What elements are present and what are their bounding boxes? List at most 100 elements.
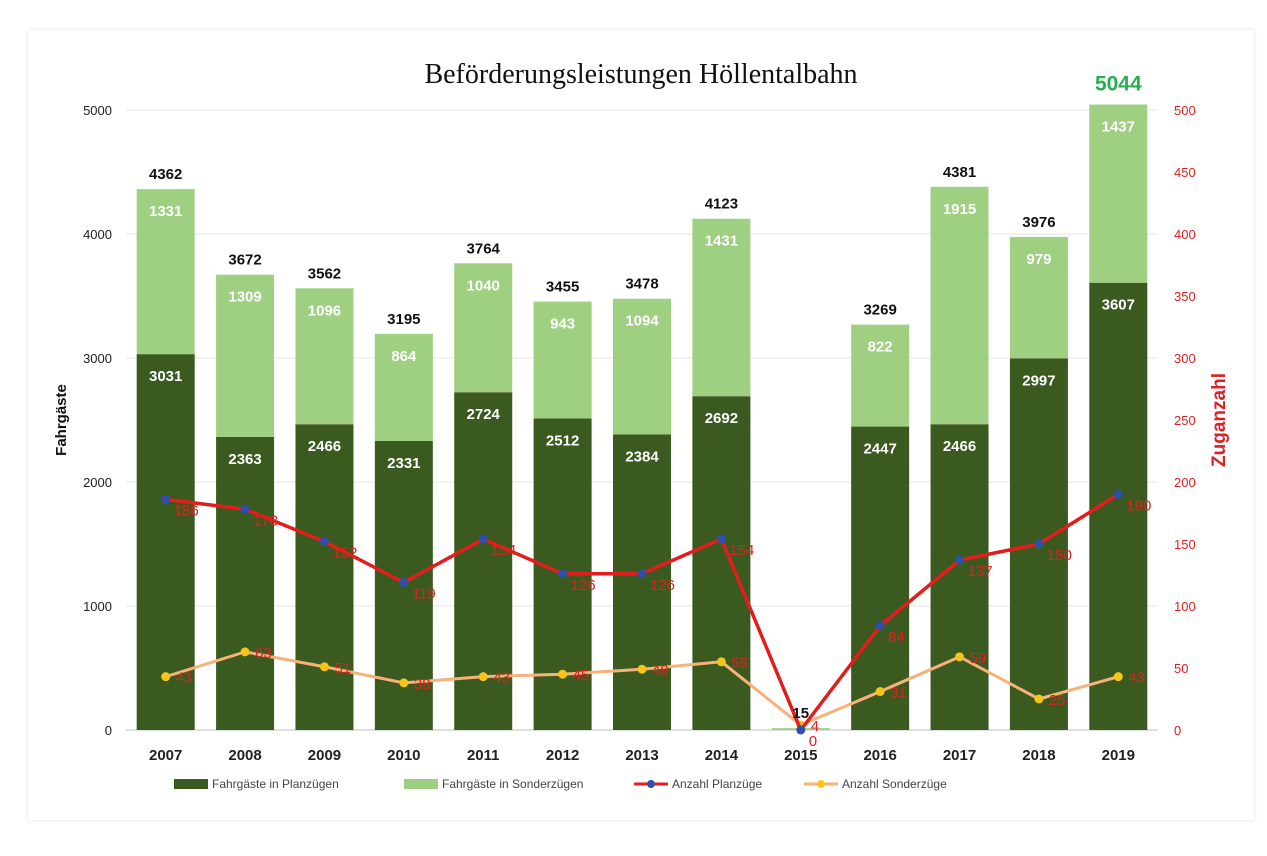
label-sonderzuege: 1040 bbox=[467, 277, 500, 294]
marker-planzuege bbox=[240, 504, 250, 514]
label-anzahl-sonderzuege: 43 bbox=[493, 670, 510, 687]
marker-sonderzuege bbox=[637, 664, 647, 674]
y-tick-label: 2000 bbox=[83, 475, 112, 490]
label-anzahl-sonderzuege: 49 bbox=[652, 662, 669, 679]
label-planzuege: 2724 bbox=[467, 406, 501, 423]
x-tick-label: 2014 bbox=[705, 747, 739, 764]
x-tick-label: 2018 bbox=[1022, 747, 1055, 764]
label-sonderzuege: 979 bbox=[1026, 251, 1051, 268]
label-anzahl-sonderzuege: 25 bbox=[1049, 692, 1066, 709]
bar-sonderzuege bbox=[1089, 104, 1148, 283]
x-tick-label: 2007 bbox=[149, 747, 182, 764]
combo-chart: Beförderungsleistungen Höllentalbahn 0 10… bbox=[53, 59, 1230, 791]
marker-sonderzuege bbox=[1113, 672, 1123, 682]
x-tick-label: 2009 bbox=[308, 747, 341, 764]
chart-card: Beförderungsleistungen Höllentalbahn 0 10… bbox=[28, 30, 1254, 820]
y2-tick-label: 150 bbox=[1174, 537, 1196, 552]
y-tick-label: 1000 bbox=[83, 599, 112, 614]
marker-sonderzuege bbox=[240, 647, 250, 657]
label-anzahl-sonderzuege: 45 bbox=[573, 667, 590, 684]
y-axis-title: Fahrgäste bbox=[53, 384, 70, 456]
x-tick-label: 2011 bbox=[467, 747, 500, 764]
marker-planzuege bbox=[637, 569, 647, 579]
marker-planzuege bbox=[478, 534, 488, 544]
bar-sonderzuege bbox=[930, 186, 989, 425]
marker-planzuege bbox=[1113, 489, 1123, 499]
x-tick-label: 2012 bbox=[546, 747, 579, 764]
label-anzahl-planzuege: 119 bbox=[412, 585, 436, 602]
bar-planzuege bbox=[613, 434, 671, 730]
marker-planzuege bbox=[399, 577, 409, 587]
bar-planzuege bbox=[136, 354, 195, 730]
label-planzuege: 2512 bbox=[546, 433, 579, 450]
x-tick-label: 2017 bbox=[943, 747, 976, 764]
y-tick-label: 4000 bbox=[83, 227, 112, 242]
label-planzuege: 2692 bbox=[705, 410, 738, 427]
marker-planzuege bbox=[1034, 539, 1044, 549]
y2-tick-label: 100 bbox=[1174, 599, 1196, 614]
label-anzahl-sonderzuege: 43 bbox=[1128, 670, 1145, 687]
legend-label: Fahrgäste in Sonderzügen bbox=[442, 777, 583, 791]
label-total: 5044 bbox=[1095, 73, 1142, 96]
chart-title: Beförderungsleistungen Höllentalbahn bbox=[424, 59, 857, 90]
label-planzuege: 3031 bbox=[149, 368, 182, 385]
bar-sonderzuege bbox=[216, 274, 275, 437]
bar-sonderzuege bbox=[533, 301, 592, 419]
label-total: 4362 bbox=[149, 166, 182, 183]
marker-sonderzuege bbox=[558, 669, 568, 679]
label-total: 3562 bbox=[308, 265, 341, 282]
label-planzuege: 2997 bbox=[1022, 372, 1055, 389]
marker-planzuege bbox=[716, 534, 726, 544]
label-anzahl-sonderzuege: 63 bbox=[255, 645, 272, 662]
label-planzuege: 2384 bbox=[625, 448, 659, 465]
label-planzuege: 2466 bbox=[308, 438, 341, 455]
bar-sonderzuege bbox=[136, 189, 195, 355]
bar-sonderzuege bbox=[454, 263, 513, 393]
marker-planzuege bbox=[558, 569, 568, 579]
y2-tick-label: 500 bbox=[1174, 103, 1196, 118]
legend-label: Anzahl Sonderzüge bbox=[842, 777, 947, 791]
label-sonderzuege: 1437 bbox=[1102, 119, 1135, 136]
x-tick-label: 2008 bbox=[228, 747, 261, 764]
y2-axis-title: Zuganzahl bbox=[1209, 373, 1230, 467]
x-tick-label: 2016 bbox=[863, 747, 896, 764]
x-tick-label: 2015 bbox=[784, 747, 817, 764]
label-total: 4381 bbox=[943, 164, 976, 181]
bar-planzuege bbox=[851, 426, 910, 730]
y-tick-label: 3000 bbox=[83, 351, 112, 366]
label-sonderzuege: 943 bbox=[550, 316, 575, 333]
marker-sonderzuege bbox=[399, 678, 409, 688]
y2-tick-label: 50 bbox=[1174, 661, 1188, 676]
marker-planzuege bbox=[319, 537, 329, 547]
label-anzahl-planzuege: 186 bbox=[174, 502, 199, 519]
label-anzahl-sonderzuege: 51 bbox=[334, 660, 351, 677]
label-sonderzuege: 1331 bbox=[149, 203, 182, 220]
marker-sonderzuege bbox=[716, 657, 726, 667]
marker-sonderzuege bbox=[955, 652, 965, 662]
label-anzahl-sonderzuege: 55 bbox=[731, 655, 748, 672]
label-total: 3672 bbox=[228, 252, 261, 269]
label-total: 4123 bbox=[705, 196, 738, 213]
legend-swatch bbox=[174, 779, 208, 789]
label-anzahl-planzuege: 84 bbox=[888, 629, 905, 646]
label-planzuege: 2466 bbox=[943, 438, 976, 455]
x-tick-label: 2019 bbox=[1102, 747, 1135, 764]
label-total: 3195 bbox=[387, 311, 420, 328]
bar-sonderzuege bbox=[613, 298, 671, 435]
y2-tick-label: 250 bbox=[1174, 413, 1196, 428]
marker-planzuege bbox=[161, 494, 171, 504]
x-tick-label: 2010 bbox=[387, 747, 420, 764]
marker-sonderzuege bbox=[161, 672, 171, 682]
label-planzuege: 2447 bbox=[863, 441, 896, 458]
label-sonderzuege: 1915 bbox=[943, 201, 976, 218]
label-anzahl-planzuege: 178 bbox=[253, 512, 278, 529]
y2-tick-label: 0 bbox=[1174, 723, 1181, 738]
label-sonderzuege: 1309 bbox=[228, 289, 261, 306]
label-planzuege: 2331 bbox=[387, 455, 420, 472]
label-total: 3976 bbox=[1022, 214, 1055, 231]
label-anzahl-planzuege: 154 bbox=[729, 542, 754, 559]
marker-sonderzuege bbox=[875, 687, 885, 697]
label-planzuege: 2363 bbox=[228, 451, 261, 468]
label-sonderzuege: 1094 bbox=[625, 313, 659, 330]
category-axis: 2007 2008 2009 2010 2011 2012 2013 2014 2015 2016… bbox=[149, 747, 1135, 764]
